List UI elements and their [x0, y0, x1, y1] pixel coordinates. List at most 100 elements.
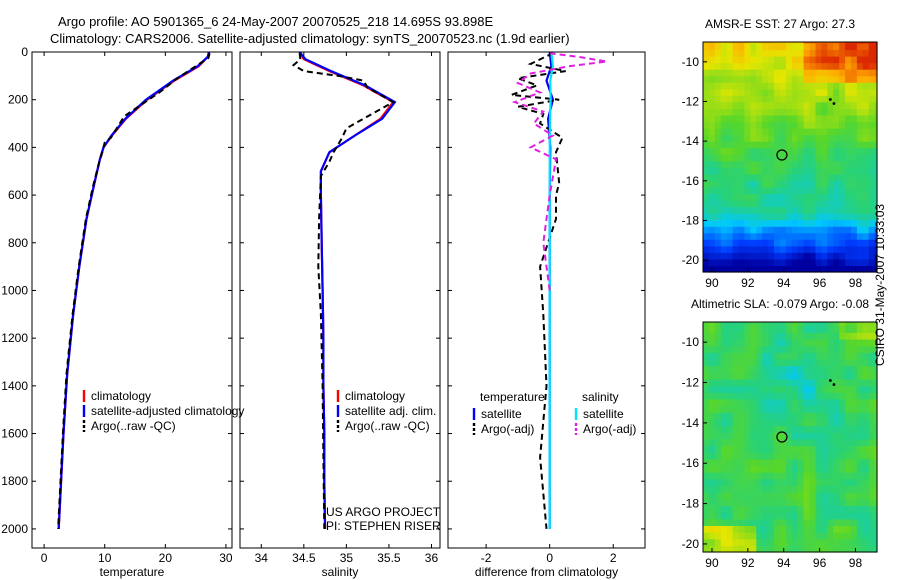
heatmap-cell [856, 505, 864, 513]
heatmap-cell [862, 485, 870, 493]
heatmap-cell [780, 43, 787, 51]
heatmap-cell [827, 69, 834, 77]
heatmap-cell [714, 200, 722, 208]
heatmap-cell [851, 405, 858, 413]
heatmap-cell [815, 180, 822, 188]
heatmap-cell [738, 43, 745, 51]
heatmap-cell [703, 49, 710, 57]
heatmap-cell [827, 358, 834, 367]
heatmap-cell [845, 472, 852, 480]
heatmap-cell [703, 432, 710, 440]
heatmap-cell [845, 372, 852, 380]
heatmap-cell [768, 525, 775, 533]
heatmap-cell [780, 226, 787, 234]
heatmap-cell [708, 352, 716, 360]
heatmap-cell [768, 147, 775, 155]
heatmap-cell [732, 505, 740, 513]
heatmap-cell [738, 538, 745, 546]
heatmap-cell [720, 458, 728, 467]
heatmap-cell [797, 252, 805, 260]
heatmap-cell [839, 392, 846, 400]
heatmap-cell [827, 322, 834, 327]
heatmap-cell [744, 525, 751, 533]
heatmap-cell [785, 167, 793, 175]
heatmap-cell [768, 458, 775, 467]
heatmap-cell [791, 56, 799, 64]
heatmap-cell [874, 505, 878, 513]
heatmap-cell [797, 378, 805, 387]
heatmap-cell [774, 134, 781, 142]
heatmap-cell [703, 392, 710, 400]
heatmap-cell [774, 325, 781, 333]
heatmap-cell [868, 186, 876, 194]
heatmap-cell [827, 213, 834, 221]
heatmap-cell [744, 532, 751, 540]
heatmap-cell [726, 226, 734, 234]
heatmap-cell [821, 62, 828, 70]
heatmap-cell [726, 518, 734, 526]
heatmap-cell [868, 512, 876, 520]
heatmap-cell [744, 398, 751, 407]
heatmap-cell [774, 352, 781, 360]
y-tick-label: 1400 [1, 379, 28, 393]
heatmap-cell [845, 258, 852, 266]
heatmap-cell [821, 95, 828, 103]
series-line-satellite-adjusted-climatology [57, 52, 211, 529]
heatmap-cell [797, 69, 805, 77]
heatmap-cell [762, 505, 769, 513]
heatmap-cell [803, 512, 811, 520]
heatmap-cell [774, 167, 781, 175]
heatmap-cell [821, 372, 828, 380]
heatmap-cell [791, 49, 799, 57]
heatmap-cell [815, 101, 822, 109]
heatmap-cell [750, 412, 757, 420]
heatmap-cell [726, 206, 734, 214]
heatmap-cell [803, 438, 811, 447]
heatmap-cell [738, 485, 745, 493]
heatmap-cell [714, 43, 722, 51]
heatmap-cell [738, 219, 745, 227]
heatmap-cell [791, 392, 799, 400]
heatmap-cell [714, 545, 722, 553]
heatmap-cell [856, 465, 864, 473]
heatmap-cell [874, 186, 878, 194]
heatmap-cell [874, 173, 878, 181]
heatmap-cell [803, 219, 811, 227]
heatmap-cell [714, 265, 722, 273]
heatmap-cell [785, 458, 793, 467]
heatmap-cell [703, 69, 710, 77]
heatmap-cell [756, 42, 763, 44]
heatmap-cell [762, 485, 769, 493]
heatmap-cell [726, 82, 734, 90]
heatmap-cell [851, 206, 858, 214]
heatmap-cell [785, 452, 793, 460]
heatmap-cell [827, 392, 834, 400]
heatmap-cell [726, 352, 734, 360]
heatmap-cell [744, 325, 751, 333]
heatmap-cell [708, 226, 716, 234]
x-tick-label: 98 [849, 556, 863, 570]
heatmap-cell [827, 88, 834, 96]
heatmap-cell [750, 95, 757, 103]
heatmap-cell [756, 518, 763, 526]
heatmap-cell [821, 358, 828, 367]
heatmap-cell [856, 498, 864, 506]
heatmap-cell [851, 485, 858, 493]
heatmap-cell [780, 252, 787, 260]
heatmap-cell [809, 154, 817, 162]
heatmap-cell [785, 518, 793, 526]
heatmap-cell [856, 141, 864, 149]
heatmap-cell [720, 160, 728, 168]
heatmap-cell [756, 154, 763, 162]
heatmap-cell [762, 173, 769, 181]
heatmap-cell [862, 101, 870, 109]
heatmap-cell [714, 219, 722, 227]
legend-label: satellite-adjusted climatology [91, 404, 244, 418]
legend-label: climatology [345, 389, 405, 403]
heatmap-cell [703, 265, 710, 273]
heatmap-cell [750, 322, 757, 327]
heatmap-cell [815, 128, 822, 136]
heatmap-cell [862, 385, 870, 393]
heatmap-cell [797, 538, 805, 546]
heatmap-cell [803, 206, 811, 214]
